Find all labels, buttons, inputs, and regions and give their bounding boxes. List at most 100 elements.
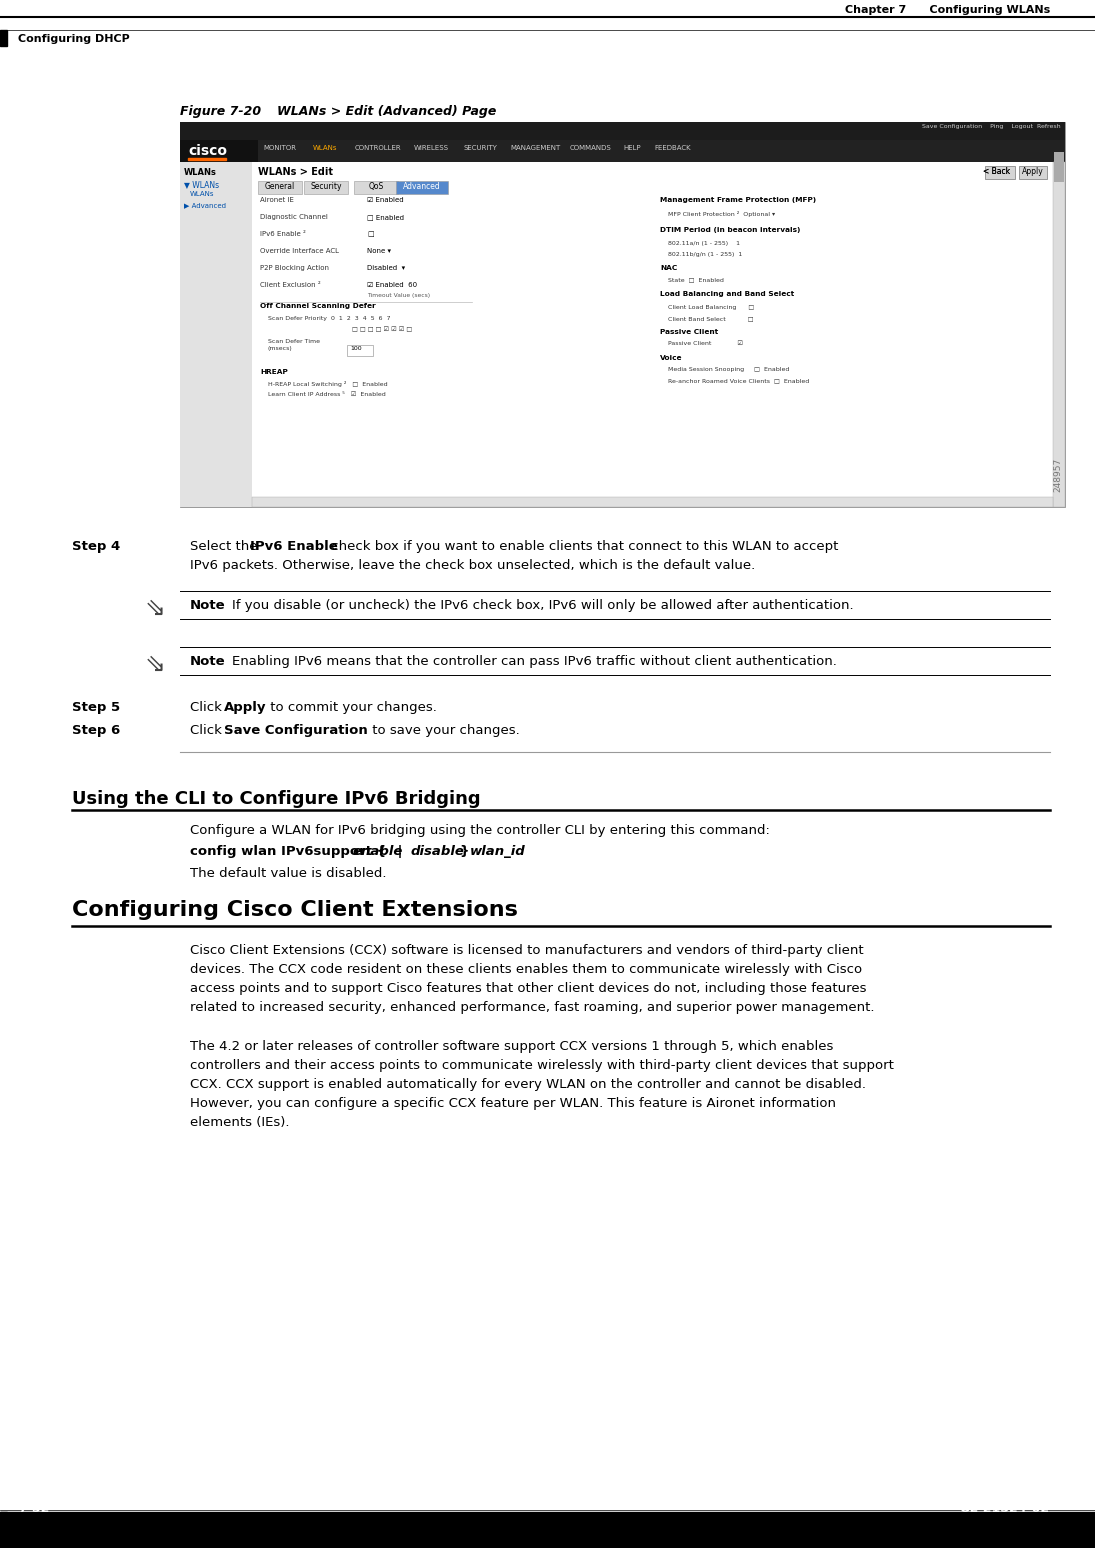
Text: 802.11b/g/n (1 - 255)  1: 802.11b/g/n (1 - 255) 1: [668, 252, 742, 257]
Text: Step 4: Step 4: [72, 540, 120, 553]
Text: Security: Security: [310, 183, 342, 190]
Bar: [180, 122, 1065, 508]
Text: Override Interface ACL: Override Interface ACL: [260, 248, 339, 254]
Text: Learn Client IP Address ⁵   ☑  Enabled: Learn Client IP Address ⁵ ☑ Enabled: [268, 392, 385, 396]
Bar: [252, 497, 1053, 508]
Text: < Back: < Back: [983, 167, 1011, 176]
Text: Scan Defer Priority  0  1  2  3  4  5  6  7: Scan Defer Priority 0 1 2 3 4 5 6 7: [268, 316, 391, 320]
Text: Load Balancing and Band Select: Load Balancing and Band Select: [660, 291, 794, 297]
Text: COMMANDS: COMMANDS: [570, 146, 612, 152]
Text: Aironet IE: Aironet IE: [260, 197, 293, 203]
Text: IPv6 Enable ²: IPv6 Enable ²: [260, 231, 306, 237]
Bar: [180, 139, 1065, 163]
Bar: [188, 158, 226, 159]
Text: wlan_id: wlan_id: [470, 845, 526, 858]
Text: 100: 100: [350, 347, 361, 351]
Text: WLANs > Edit: WLANs > Edit: [258, 167, 333, 176]
Text: NAC: NAC: [660, 265, 677, 271]
Text: Voice: Voice: [660, 354, 682, 361]
Text: SECURITY: SECURITY: [463, 146, 497, 152]
Text: Disabled  ▾: Disabled ▾: [367, 265, 405, 271]
Text: cisco: cisco: [188, 144, 227, 158]
Text: Client Exclusion ²: Client Exclusion ²: [260, 282, 321, 288]
Text: MANAGEMENT: MANAGEMENT: [510, 146, 561, 152]
Text: Configure a WLAN for IPv6 bridging using the controller CLI by entering this com: Configure a WLAN for IPv6 bridging using…: [191, 824, 770, 837]
Text: ▶ Advanced: ▶ Advanced: [184, 201, 226, 207]
Text: enable: enable: [353, 845, 403, 858]
Text: Enabling IPv6 means that the controller can pass IPv6 traffic without client aut: Enabling IPv6 means that the controller …: [232, 655, 837, 669]
Bar: [354, 181, 397, 194]
Bar: [396, 181, 448, 194]
Text: □ □ □ □ ☑ ☑ ☑ □: □ □ □ □ ☑ ☑ ☑ □: [351, 327, 412, 333]
Text: Chapter 7      Configuring WLANs: Chapter 7 Configuring WLANs: [844, 5, 1050, 15]
Text: Scan Defer Time
(msecs): Scan Defer Time (msecs): [268, 339, 320, 351]
Text: QoS: QoS: [368, 183, 383, 190]
Text: General: General: [265, 183, 296, 190]
Text: Apply: Apply: [1022, 167, 1044, 176]
Text: HREAP: HREAP: [260, 368, 288, 375]
Bar: [1053, 163, 1065, 508]
Text: Re-anchor Roamed Voice Clients  □  Enabled: Re-anchor Roamed Voice Clients □ Enabled: [668, 378, 809, 382]
Text: Apply: Apply: [224, 701, 266, 714]
Text: ☑ Enabled  60: ☑ Enabled 60: [367, 282, 417, 288]
Bar: [180, 122, 1065, 139]
Text: OL-21524-02: OL-21524-02: [960, 1502, 1050, 1515]
Text: Cisco Client Extensions (CCX) software is licensed to manufacturers and vendors : Cisco Client Extensions (CCX) software i…: [191, 944, 864, 957]
Text: HELP: HELP: [623, 146, 641, 152]
Text: Advanced: Advanced: [403, 183, 441, 190]
Bar: [0, 1512, 1095, 1548]
Text: Save Configuration: Save Configuration: [224, 724, 368, 737]
Bar: [304, 181, 348, 194]
Text: Client Load Balancing      □: Client Load Balancing □: [668, 305, 754, 310]
Text: Click: Click: [191, 724, 227, 737]
Text: Click: Click: [191, 701, 227, 714]
Text: Cisco Wireless LAN Controller Configuration Guide: Cisco Wireless LAN Controller Configurat…: [18, 1514, 333, 1523]
Text: config wlan IPv6support {: config wlan IPv6support {: [191, 845, 387, 858]
Text: Step 5: Step 5: [72, 701, 120, 714]
Text: devices. The CCX code resident on these clients enables them to communicate wire: devices. The CCX code resident on these …: [191, 963, 862, 975]
Text: ⇘: ⇘: [145, 598, 166, 621]
Text: Using the CLI to Configure IPv6 Bridging: Using the CLI to Configure IPv6 Bridging: [72, 789, 481, 808]
Text: P2P Blocking Action: P2P Blocking Action: [260, 265, 328, 271]
Text: disable: disable: [411, 845, 465, 858]
Bar: [347, 345, 373, 356]
Text: State  □  Enabled: State □ Enabled: [668, 277, 724, 282]
Text: Management Frame Protection (MFP): Management Frame Protection (MFP): [660, 197, 816, 203]
Text: 802.11a/n (1 - 255)    1: 802.11a/n (1 - 255) 1: [668, 241, 740, 246]
Bar: [0, 1512, 7, 1529]
Text: Diagnostic Channel: Diagnostic Channel: [260, 214, 327, 220]
Text: ⇘: ⇘: [145, 653, 166, 676]
Text: WLANs > Edit (Advanced) Page: WLANs > Edit (Advanced) Page: [242, 105, 496, 118]
Text: DTIM Period (in beacon intervals): DTIM Period (in beacon intervals): [660, 228, 800, 234]
Text: WLANs: WLANs: [184, 169, 217, 176]
Text: If you disable (or uncheck) the IPv6 check box, IPv6 will only be allowed after : If you disable (or uncheck) the IPv6 che…: [232, 599, 854, 611]
Text: ☑ Enabled: ☑ Enabled: [367, 197, 404, 203]
Text: CONTROLLER: CONTROLLER: [355, 146, 402, 152]
Text: The default value is disabled.: The default value is disabled.: [191, 867, 387, 879]
Text: IPv6 Enable: IPv6 Enable: [250, 540, 337, 553]
Text: Client Band Select           □: Client Band Select □: [668, 316, 753, 320]
Text: access points and to support Cisco features that other client devices do not, in: access points and to support Cisco featu…: [191, 981, 866, 995]
Text: Step 6: Step 6: [72, 724, 120, 737]
Text: to save your changes.: to save your changes.: [368, 724, 520, 737]
Text: Off Channel Scanning Defer: Off Channel Scanning Defer: [260, 303, 376, 310]
Text: to commit your changes.: to commit your changes.: [266, 701, 437, 714]
Text: ▼ WLANs: ▼ WLANs: [184, 180, 219, 189]
Text: CCX. CCX support is enabled automatically for every WLAN on the controller and c: CCX. CCX support is enabled automaticall…: [191, 1077, 866, 1091]
Text: IPv6 packets. Otherwise, leave the check box unselected, which is the default va: IPv6 packets. Otherwise, leave the check…: [191, 559, 756, 573]
Text: Configuring DHCP: Configuring DHCP: [18, 34, 129, 43]
Text: Configuring Cisco Client Extensions: Configuring Cisco Client Extensions: [72, 899, 518, 920]
Text: WLANs: WLANs: [313, 146, 337, 152]
Text: MONITOR: MONITOR: [263, 146, 296, 152]
Bar: [180, 139, 258, 163]
Text: 248957: 248957: [1053, 458, 1062, 492]
Text: Timeout Value (secs): Timeout Value (secs): [367, 293, 430, 299]
Bar: [1054, 152, 1064, 183]
Text: < Back: < Back: [983, 167, 1011, 176]
Bar: [1019, 166, 1047, 180]
Text: Save Configuration    Ping    Logout  Refresh: Save Configuration Ping Logout Refresh: [922, 124, 1061, 128]
Text: Passive Client             ☑: Passive Client ☑: [668, 341, 744, 347]
Text: |: |: [393, 845, 407, 858]
Bar: [0, 29, 7, 46]
Bar: [258, 181, 302, 194]
